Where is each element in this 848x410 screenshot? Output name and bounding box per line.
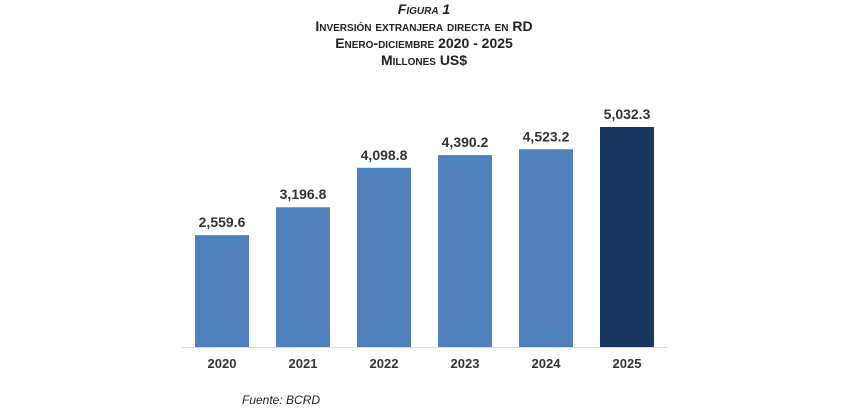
bar-2021 [276,207,330,347]
bar-2025 [600,127,654,347]
data-label-2021: 3,196.8 [280,186,327,202]
x-tick-label-2021: 2021 [289,356,318,371]
x-tick-label-2025: 2025 [613,356,642,371]
x-tick-label-2022: 2022 [370,356,399,371]
data-label-2025: 5,032.3 [604,106,651,122]
bar-2020 [195,235,249,347]
data-label-2023: 4,390.2 [442,134,489,150]
data-label-2020: 2,559.6 [199,214,246,230]
chart-subtitle: Enero-diciembre 2020 - 2025 [335,35,513,51]
x-tick-label-2023: 2023 [451,356,480,371]
bar-2022 [357,167,411,347]
source-note: Fuente: BCRD [242,393,321,407]
x-tick-label-2024: 2024 [532,356,562,371]
chart-units: Millones US$ [380,52,468,68]
data-label-2024: 4,523.2 [523,128,570,144]
data-label-2022: 4,098.8 [361,147,408,163]
x-tick-label-2020: 2020 [208,356,237,371]
figure-label: Figura 1 [397,1,451,17]
chart-title: Inversión extranjera directa en RD [315,18,533,34]
bar-2023 [438,155,492,347]
bar-2024 [519,149,573,347]
